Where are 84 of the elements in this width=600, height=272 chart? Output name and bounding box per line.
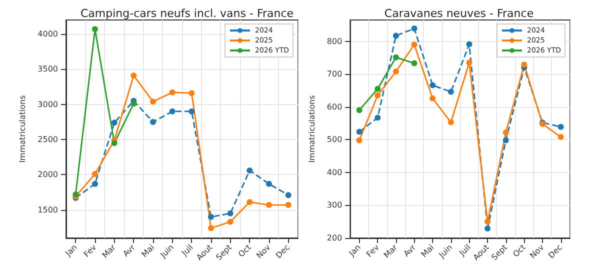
point xyxy=(188,108,195,114)
x-tick-label: Nov xyxy=(528,242,546,260)
x-tick-label: Oct xyxy=(236,242,253,259)
x-tick-label: Mai xyxy=(140,242,156,260)
point xyxy=(169,89,176,96)
point xyxy=(411,42,418,48)
point xyxy=(72,191,79,198)
y-tick-label: 800 xyxy=(326,36,342,46)
point xyxy=(208,214,214,220)
x-tick-label: Mar xyxy=(382,242,400,260)
point xyxy=(356,137,362,144)
point xyxy=(558,134,564,140)
point xyxy=(484,218,491,225)
point xyxy=(208,225,214,232)
x-tick-label: Jan xyxy=(63,242,79,259)
chart-title: Caravanes neuves - France xyxy=(384,7,534,20)
point xyxy=(392,68,399,74)
point xyxy=(285,192,292,198)
point xyxy=(92,180,98,187)
point xyxy=(130,72,137,79)
x-tick-label: Fev xyxy=(364,242,382,259)
y-tick-label: 200 xyxy=(326,234,342,242)
y-tick-label: 3500 xyxy=(38,64,58,74)
point xyxy=(266,180,272,187)
y-axis-title: Immatriculations xyxy=(18,95,28,163)
point xyxy=(356,128,362,135)
point xyxy=(169,108,176,114)
point xyxy=(411,60,418,66)
point xyxy=(430,82,436,88)
point xyxy=(502,137,509,144)
x-tick-label: Juil xyxy=(179,242,195,258)
point xyxy=(484,225,491,232)
point xyxy=(374,114,381,121)
y-tick-label: 2500 xyxy=(38,135,58,144)
y-tick-label: 1500 xyxy=(38,205,58,214)
point xyxy=(188,90,195,96)
point xyxy=(466,60,472,66)
y-tick-label: 700 xyxy=(326,70,342,79)
y-tick-label: 600 xyxy=(326,102,342,112)
point xyxy=(246,167,253,174)
point xyxy=(150,98,156,105)
point xyxy=(130,100,137,107)
point xyxy=(392,54,399,60)
x-tick-label: Fev xyxy=(82,242,98,259)
point xyxy=(448,88,454,95)
point xyxy=(150,118,156,125)
y-tick-label: 4000 xyxy=(38,30,58,39)
x-tick-label: Avr xyxy=(121,242,138,258)
x-tick-label: Mai xyxy=(420,242,436,260)
point xyxy=(92,26,98,32)
y-tick-label: 300 xyxy=(326,200,342,210)
point xyxy=(392,32,399,39)
point xyxy=(227,210,234,216)
point xyxy=(266,202,272,208)
y-tick-label: 400 xyxy=(326,168,342,177)
x-tick-label: Jan xyxy=(346,242,363,259)
point xyxy=(227,218,234,225)
point xyxy=(374,92,381,98)
x-tick-label: Juil xyxy=(456,242,472,258)
y-tick-label: 2000 xyxy=(38,170,58,180)
x-tick-label: Oct xyxy=(511,242,528,259)
point xyxy=(374,86,381,92)
point xyxy=(448,119,454,126)
point xyxy=(111,140,118,146)
x-tick-label: Dec xyxy=(274,242,292,260)
x-tick-label: Mar xyxy=(100,242,118,260)
point xyxy=(521,62,528,68)
point xyxy=(502,129,509,136)
point xyxy=(285,202,292,208)
x-tick-label: Avr xyxy=(402,242,418,258)
point xyxy=(430,95,436,102)
point xyxy=(356,107,362,114)
y-tick-label: 3000 xyxy=(38,100,58,109)
point xyxy=(111,120,118,126)
point xyxy=(92,171,98,178)
point xyxy=(466,41,472,48)
point xyxy=(558,124,564,130)
y-tick-label: 500 xyxy=(326,135,342,144)
chart-title: Camping-cars neufs incl. vans - France xyxy=(80,7,294,20)
point xyxy=(246,199,253,206)
point xyxy=(411,26,418,32)
x-tick-label: Nov xyxy=(254,242,272,260)
y-axis-title: Immatriculations xyxy=(308,95,316,163)
x-tick-label: Dec xyxy=(546,242,564,260)
